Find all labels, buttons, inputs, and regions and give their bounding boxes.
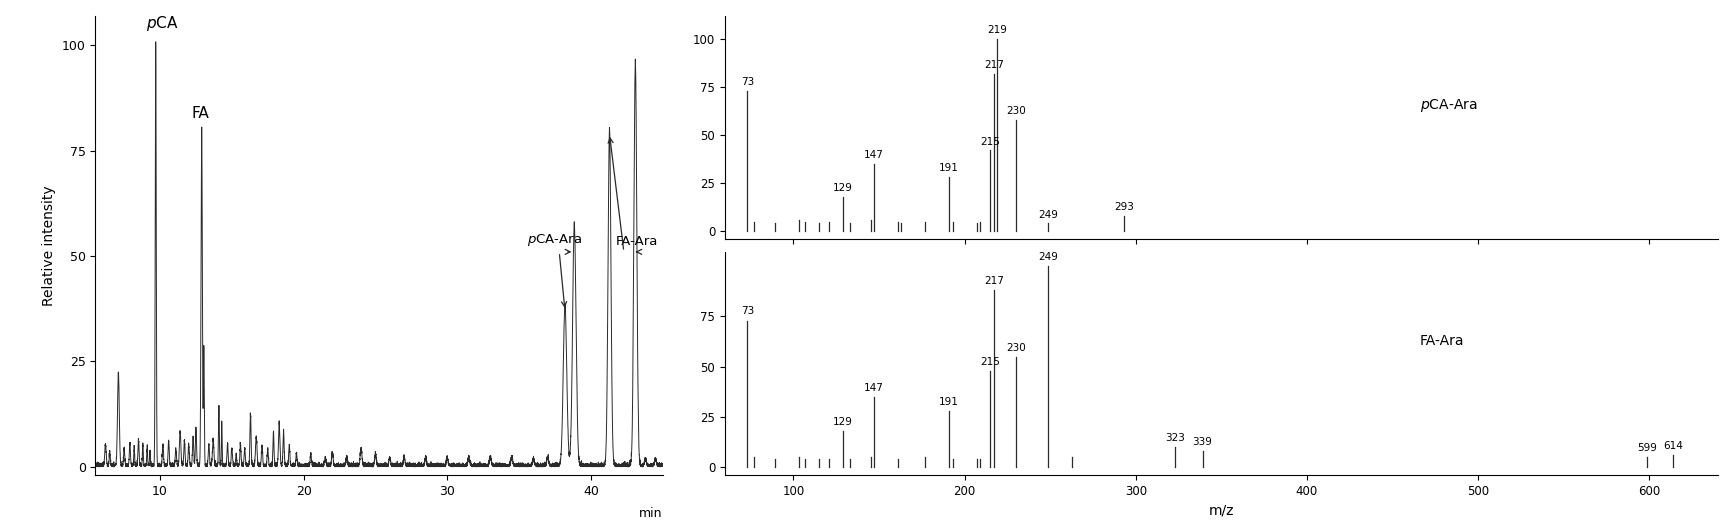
Text: 129: 129 <box>833 183 854 193</box>
Text: 249: 249 <box>1039 210 1058 220</box>
Text: FA: FA <box>191 106 210 121</box>
Text: FA-Ara: FA-Ara <box>1419 334 1464 348</box>
Text: 614: 614 <box>1664 441 1683 451</box>
Text: 293: 293 <box>1114 202 1133 212</box>
Text: FA-Ara: FA-Ara <box>616 234 658 248</box>
Text: 217: 217 <box>984 60 1003 70</box>
Text: 599: 599 <box>1638 443 1657 453</box>
Text: $p$CA-Ara: $p$CA-Ara <box>527 232 583 248</box>
Text: 230: 230 <box>1006 343 1025 353</box>
Text: 73: 73 <box>741 77 755 87</box>
Text: $p$CA-Ara: $p$CA-Ara <box>1419 97 1478 114</box>
Text: 217: 217 <box>984 276 1003 286</box>
Text: 129: 129 <box>833 417 854 427</box>
Text: 73: 73 <box>741 306 755 316</box>
Y-axis label: Relative intensity: Relative intensity <box>42 185 56 306</box>
Text: 323: 323 <box>1166 433 1185 443</box>
X-axis label: m/z: m/z <box>1209 504 1234 517</box>
Text: 191: 191 <box>939 164 959 174</box>
Text: 191: 191 <box>939 397 959 407</box>
Text: 147: 147 <box>864 150 883 160</box>
Text: 339: 339 <box>1192 437 1213 447</box>
Text: min: min <box>638 507 663 521</box>
Text: 147: 147 <box>864 383 883 393</box>
Text: 219: 219 <box>987 25 1006 35</box>
Text: 249: 249 <box>1039 252 1058 262</box>
Text: 215: 215 <box>980 137 1001 147</box>
Text: 230: 230 <box>1006 106 1025 116</box>
Text: $p$CA: $p$CA <box>146 14 179 33</box>
Text: 215: 215 <box>980 357 1001 367</box>
